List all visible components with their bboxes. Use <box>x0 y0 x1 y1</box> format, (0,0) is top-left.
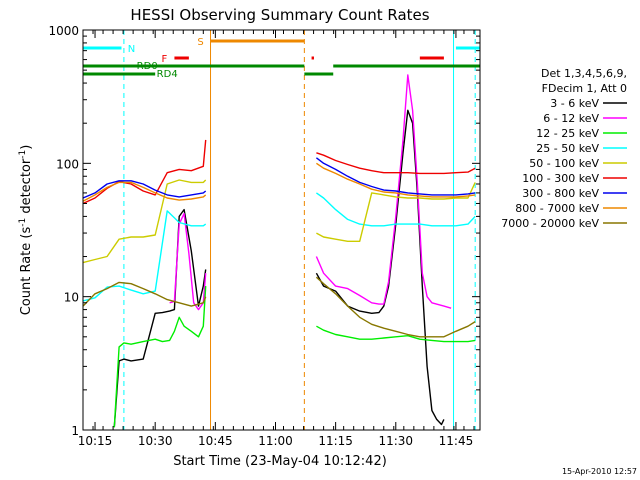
legend-entry-label: 25 - 50 keV <box>536 142 599 155</box>
x-tick-label: 11:30 <box>378 434 413 448</box>
legend-entry-label: 3 - 6 keV <box>550 97 599 110</box>
series-line <box>315 192 476 227</box>
series-line <box>316 152 476 175</box>
x-tick-label: 11:45 <box>439 434 474 448</box>
flag-bar-label: RD4 <box>157 69 178 80</box>
y-axis-label: Count Rate (s-1 detector-1) <box>18 145 34 316</box>
series-line <box>315 157 476 196</box>
plot-frame <box>82 29 481 431</box>
chart-title: HESSI Observing Summary Count Rates <box>130 6 429 24</box>
y-tick-label: 1000 <box>48 24 79 38</box>
legend-entry-label: 50 - 100 keV <box>529 157 599 170</box>
series-line <box>82 210 207 302</box>
y-axis-label-part: Count Rate (s <box>19 227 34 316</box>
y-tick-label: 100 <box>56 157 79 171</box>
series-line <box>315 74 452 309</box>
legend-entry-label: 7000 - 20000 keV <box>501 217 599 230</box>
footer-date: 15-Apr-2010 12:57 <box>562 467 637 476</box>
x-tick-label: 10:15 <box>78 434 113 448</box>
x-tick-label: 11:15 <box>318 434 353 448</box>
x-tick-label: 10:30 <box>138 434 173 448</box>
series-line <box>82 139 207 205</box>
flag-bar-label: F <box>162 54 168 65</box>
y-tick-label: 1 <box>71 424 79 438</box>
y-axis-label-part: detector <box>19 158 34 218</box>
flag-bar-label: RD0 <box>137 61 158 72</box>
x-tick-label: 11:00 <box>258 434 293 448</box>
y-axis-ticks: 1 10 100 1000 <box>48 24 480 438</box>
y-tick-label: 10 <box>64 291 79 305</box>
series-line <box>315 109 445 426</box>
legend-entry-label: 300 - 800 keV <box>522 187 599 200</box>
y-axis-label-exponent: -1 <box>18 150 28 159</box>
x-axis-ticks: 10:15 10:30 10:45 11:00 11:15 11:30 11:45 <box>78 30 475 448</box>
legend-entry-label: 6 - 12 keV <box>543 112 599 125</box>
legend-entry-label: 800 - 7000 keV <box>515 202 599 215</box>
series-line <box>316 325 476 343</box>
flag-bar-label: S <box>197 37 203 48</box>
series-line <box>113 286 207 428</box>
x-tick-label: 10:45 <box>198 434 233 448</box>
series-line <box>82 180 207 199</box>
series-line <box>113 208 207 428</box>
y-axis-label-part: ) <box>19 145 34 150</box>
series-lines <box>82 74 476 428</box>
legend-entry-label: 100 - 300 keV <box>522 172 599 185</box>
series-line <box>316 182 476 243</box>
series-line <box>82 281 207 307</box>
flag-bar-label: N <box>128 44 135 55</box>
legend-entry-label: 12 - 25 keV <box>536 127 599 140</box>
series-line <box>82 181 207 202</box>
x-axis-label: Start Time (23-May-04 10:12:42) <box>173 454 387 469</box>
series-line <box>315 276 476 338</box>
series-line <box>169 212 207 311</box>
series-line <box>82 179 207 264</box>
vertical-markers <box>123 30 476 430</box>
legend: Det 1,3,4,5,6,9, FDecim 1, Att 0 3 - 6 k… <box>501 67 627 230</box>
legend-header-line: Det 1,3,4,5,6,9, <box>541 67 627 80</box>
y-axis-label-exponent: -1 <box>18 218 28 227</box>
series-line <box>316 162 476 198</box>
legend-header-line: FDecim 1, Att 0 <box>542 82 627 95</box>
